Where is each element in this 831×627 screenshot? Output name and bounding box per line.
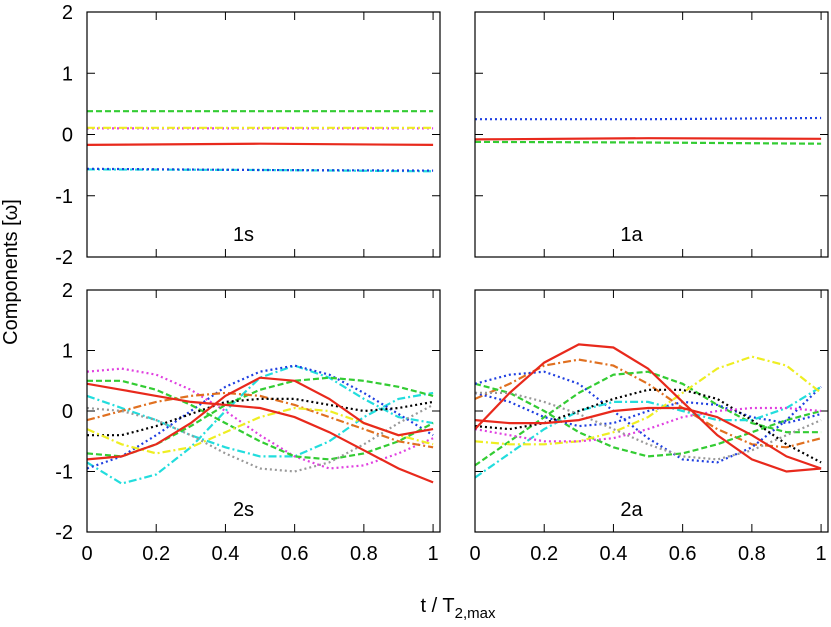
series-line <box>475 355 822 446</box>
x-tick-label: 0 <box>81 543 92 565</box>
series-line <box>87 391 434 458</box>
plot-frame <box>474 11 829 258</box>
series-line <box>475 116 822 121</box>
panel-label: 2s <box>233 499 254 521</box>
y-tick-label: -1 <box>55 186 73 208</box>
panel-label: 1s <box>233 224 254 246</box>
y-tick-label: -1 <box>55 462 73 484</box>
y-tick-label: 2 <box>62 2 73 24</box>
y-tick-label: 1 <box>62 63 73 85</box>
x-tick-label: 1 <box>816 543 827 565</box>
x-tick-label: 0.4 <box>212 543 240 565</box>
plot-frame <box>86 11 441 258</box>
series-line <box>87 376 434 458</box>
series-line <box>87 364 434 485</box>
y-tick-label: 2 <box>62 280 73 302</box>
panel: 0 0.2 0.4 0.6 0.8 1 2a <box>469 289 829 565</box>
series-line <box>475 391 822 428</box>
series-line <box>87 367 434 470</box>
series-line <box>475 388 822 464</box>
x-tick-label: 0.8 <box>350 543 378 565</box>
y-tick-label: 0 <box>62 125 73 147</box>
x-tick-label: 1 <box>428 543 439 565</box>
series-line <box>87 376 434 461</box>
x-tick-label: 0.6 <box>281 543 309 565</box>
x-axis-label-main: t / T <box>421 595 455 617</box>
panel: -2 -1 0 1 2 0 0.2 0.4 0.6 0.8 1 2s <box>55 280 441 565</box>
series-line <box>87 403 434 473</box>
series-line <box>475 343 822 473</box>
series-line <box>87 142 434 146</box>
panel-label: 2a <box>620 499 643 521</box>
series-line <box>475 406 822 470</box>
x-tick-label: 0.8 <box>738 543 766 565</box>
x-axis-label-sub: 2,max <box>455 605 496 622</box>
series-line <box>87 391 434 449</box>
series-line <box>87 382 434 484</box>
series-line <box>475 385 822 479</box>
x-axis-label: t / T2,max <box>421 595 496 622</box>
x-tick-label: 0.2 <box>530 543 558 565</box>
x-tick-label: 0.2 <box>142 543 170 565</box>
panel-label: 1a <box>620 224 643 246</box>
panel: -2 -1 0 1 2 1s <box>55 2 441 269</box>
series-line <box>475 140 822 145</box>
y-tick-label: -2 <box>55 247 73 269</box>
x-tick-label: 0.6 <box>669 543 697 565</box>
panel: 1a <box>474 11 829 258</box>
series-line <box>87 379 434 461</box>
y-tick-label: 1 <box>62 341 73 363</box>
x-tick-label: 0 <box>469 543 480 565</box>
series-line <box>475 406 822 443</box>
series-line <box>475 137 822 141</box>
series-line <box>475 370 822 467</box>
series-line <box>475 382 822 458</box>
y-axis-label: Components [ω] <box>0 199 22 345</box>
series-line <box>87 364 434 470</box>
x-tick-label: 0.4 <box>600 543 628 565</box>
series-line <box>475 370 822 464</box>
y-tick-label: 0 <box>62 401 73 423</box>
plot-frame <box>86 289 441 533</box>
y-tick-label: -2 <box>55 522 73 544</box>
plot-frame <box>474 289 829 533</box>
series-line <box>87 168 434 173</box>
